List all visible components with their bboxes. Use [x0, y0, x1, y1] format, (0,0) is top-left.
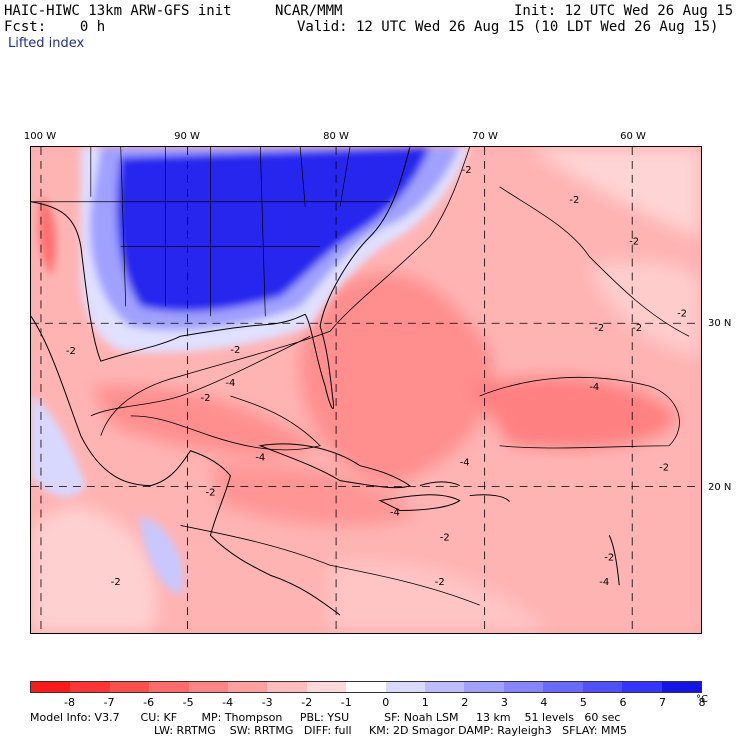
forecast-hour: Fcst: 0 h: [4, 19, 106, 35]
colorbar-swatch: [188, 682, 229, 692]
colorbar-tick-label: 7: [658, 696, 666, 709]
org-label: NCAR/MMM: [275, 3, 343, 19]
model-title: HAIC-HIWC 13km ARW-GFS init: [4, 3, 232, 19]
contour-label: -4: [390, 507, 400, 518]
contour-lines: [90, 147, 690, 606]
lon-label-80w: 80 W: [323, 131, 349, 142]
contour-label: -2: [462, 165, 472, 176]
contour-label: -2: [629, 237, 639, 248]
colorbar-tick-label: -6: [143, 696, 155, 709]
lat-label-20n: 20 N: [708, 482, 732, 493]
colorbar-tick-label: -8: [64, 696, 75, 709]
contour-label: -4: [460, 458, 470, 469]
contour-label: -2: [569, 195, 579, 206]
colorbar-swatch: [346, 682, 386, 692]
contour-label: -2: [66, 346, 76, 357]
stable-region-shading: [31, 147, 470, 596]
colorbar-tick-label: -4: [222, 696, 234, 709]
lon-label-100w: 100 W: [23, 131, 57, 142]
colorbar-tick-label: -1: [340, 696, 352, 709]
field-name: Lifted index: [8, 36, 85, 51]
colorbar-swatch: [425, 682, 465, 692]
contour-label: -4: [599, 577, 609, 588]
contour-label: -2: [200, 393, 210, 404]
contour-label: -4: [225, 378, 235, 389]
contour-label: -2: [111, 577, 121, 588]
contour-label: -2: [594, 323, 604, 334]
contour-label: -4: [589, 382, 599, 393]
colorbar-tick-label: -3: [261, 696, 273, 709]
contour-label: -2: [677, 308, 687, 319]
contour-label-group: -2 -2 -2 -2 -2 -2 -2 -2 -4 -4 -4 -2 -2 -…: [66, 165, 687, 588]
colorbar-tick-label: 1: [421, 696, 429, 709]
colorbar-tick-label: -5: [182, 696, 194, 709]
colorbar-tick-label: 6: [619, 696, 627, 709]
lat-label-30n: 30 N: [708, 318, 732, 329]
colorbar-tick-label: 3: [500, 696, 508, 709]
lifted-index-map: -2 -2 -2 -2 -2 -2 -2 -2 -4 -4 -4 -2 -2 -…: [30, 146, 702, 634]
lon-label-60w: 60 W: [620, 131, 646, 142]
colorbar-swatch: [228, 682, 268, 692]
colorbar-swatch: [622, 682, 662, 692]
coastlines: [31, 147, 620, 616]
colorbar-swatch: [661, 682, 701, 692]
lon-label-90w: 90 W: [174, 131, 200, 142]
colorbar-unit: °C: [696, 694, 708, 705]
colorbar-swatch: [109, 682, 150, 692]
colorbar-swatch: [306, 682, 347, 692]
contour-label: -2: [435, 577, 445, 588]
colorbar-tick-label: -2: [301, 696, 313, 709]
colorbar-swatch: [543, 682, 583, 692]
colorbar-swatch: [385, 682, 426, 692]
contour-label: -2: [230, 345, 240, 356]
contour-label: -2: [604, 552, 614, 563]
colorbar: [30, 681, 702, 693]
colorbar-swatch: [582, 682, 623, 692]
model-info-line1: Model Info: V3.7 CU: KF MP: Thompson PBL…: [30, 711, 621, 724]
colorbar-swatch: [464, 682, 504, 692]
colorbar-swatch: [503, 682, 544, 692]
init-time: Init: 12 UTC Wed 26 Aug 15: [514, 3, 734, 19]
valid-time: Valid: 12 UTC Wed 26 Aug 15 (10 LDT Wed …: [297, 19, 719, 35]
model-info-line2: LW: RRTMG SW: RRTMG DIFF: full KM: 2D Sm…: [154, 724, 627, 737]
contour-label: -2: [205, 488, 215, 499]
grid-lines: [31, 147, 701, 633]
colorbar-tick-label: 5: [579, 696, 587, 709]
colorbar-tick-label: 8: [698, 696, 706, 709]
contour-label: -2: [659, 463, 669, 474]
colorbar-tick-label: 2: [461, 696, 469, 709]
lon-label-70w: 70 W: [472, 131, 498, 142]
colorbar-swatch: [149, 682, 189, 692]
contour-label: -4: [255, 453, 265, 464]
colorbar-swatch: [70, 682, 110, 692]
contour-label: -2: [632, 323, 642, 334]
colorbar-tick-label: -7: [103, 696, 115, 709]
contour-label: -2: [440, 532, 450, 543]
state-borders: [31, 147, 390, 317]
colorbar-swatch: [267, 682, 307, 692]
colorbar-tick-label: 0: [382, 696, 390, 709]
colorbar-swatch: [31, 682, 71, 692]
colorbar-tick-label: 4: [540, 696, 548, 709]
